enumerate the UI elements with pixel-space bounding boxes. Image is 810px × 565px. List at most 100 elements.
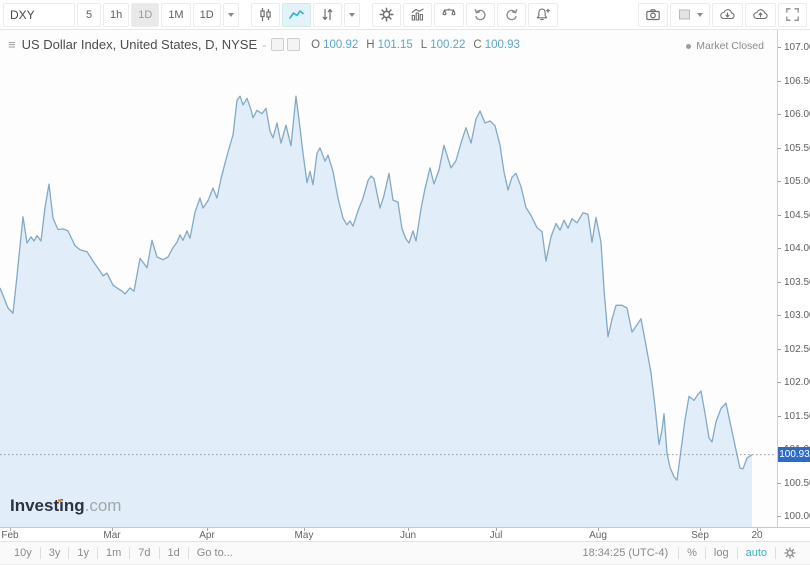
- range-1m-button[interactable]: 1m: [106, 547, 122, 559]
- time-axis-label: Feb: [1, 530, 19, 541]
- status-dot-icon: [686, 43, 692, 49]
- layout-select-button[interactable]: [670, 2, 710, 27]
- low-value: 100.22: [430, 38, 466, 51]
- chevron-down-icon: [348, 12, 355, 17]
- time-axis-tick: [598, 528, 599, 531]
- range-1y-button[interactable]: 1y: [77, 547, 89, 559]
- top-toolbar: DXY 5 1h 1D 1M 1D: [0, 0, 810, 30]
- clock[interactable]: 18:34:25 (UTC-4): [582, 547, 669, 559]
- price-axis-label: 100.00: [778, 511, 810, 522]
- time-axis-label: Sep: [691, 530, 709, 541]
- alert-bell-icon: [536, 8, 550, 21]
- time-axis-tick: [496, 528, 497, 531]
- price-line: [0, 95, 753, 481]
- cloud-download-icon: [720, 9, 735, 20]
- log-scale-button[interactable]: log: [713, 547, 729, 559]
- price-axis-label: 101.50: [778, 411, 810, 422]
- interval-1m[interactable]: 1M: [161, 2, 191, 27]
- scales-icon: [442, 8, 456, 16]
- range-10y-button[interactable]: 10y: [14, 547, 32, 559]
- symbol-button[interactable]: DXY: [3, 2, 75, 27]
- eye-icon[interactable]: [271, 38, 285, 51]
- redo-icon: [506, 8, 518, 21]
- indicators-icon: [411, 8, 424, 21]
- market-status: Market Closed: [686, 40, 764, 52]
- high-label: H: [366, 38, 375, 51]
- investing-logo: Investing.com: [10, 496, 121, 516]
- add-alert-button[interactable]: [527, 2, 558, 27]
- load-chart-button[interactable]: [712, 2, 743, 27]
- bottom-toolbar-right-group: 18:34:25 (UTC-4) % log auto: [573, 547, 804, 559]
- top-toolbar-right-group: [637, 2, 808, 27]
- axis-settings-button[interactable]: [776, 547, 804, 559]
- title-separator: -: [262, 37, 267, 52]
- price-plot[interactable]: [0, 30, 777, 527]
- low-label: L: [420, 38, 428, 51]
- bottom-toolbar: 10y 3y 1y 1m 7d 1d Go to... 18:34:25 (UT…: [0, 541, 810, 564]
- time-axis-label: Jul: [489, 530, 503, 541]
- chevron-down-icon: [697, 12, 703, 17]
- interval-1d-active[interactable]: 1D: [131, 2, 160, 27]
- price-axis-label: 104.50: [778, 210, 810, 221]
- menu-icon[interactable]: ≡: [8, 37, 16, 52]
- time-axis[interactable]: Feb Mar Apr May Jun Jul Aug Sep 20: [0, 527, 810, 541]
- indicators-button[interactable]: [402, 2, 432, 27]
- save-chart-button[interactable]: [745, 2, 776, 27]
- price-axis-label: 104.00: [778, 243, 810, 254]
- price-axis-label: 106.00: [778, 109, 810, 120]
- ohlc-values: O 100.92 H 101.15 L 100.22 C 100.93: [311, 39, 528, 51]
- candlestick-chart-button[interactable]: [250, 2, 280, 27]
- range-3y-button[interactable]: 3y: [48, 547, 61, 559]
- chart-title[interactable]: US Dollar Index, United States, D, NYSE: [21, 37, 258, 52]
- chevron-down-icon: [227, 12, 234, 17]
- time-axis-tick: [112, 528, 113, 531]
- interval-more-button[interactable]: [222, 2, 239, 27]
- open-value: 100.92: [323, 38, 359, 51]
- time-axis-tick: [408, 528, 409, 531]
- settings-button[interactable]: [371, 2, 401, 27]
- market-status-text: Market Closed: [696, 40, 764, 52]
- open-label: O: [311, 38, 321, 51]
- price-axis-label: 107.00: [778, 42, 810, 53]
- high-value: 101.15: [377, 38, 413, 51]
- gear-icon: [379, 7, 394, 22]
- range-1d-button[interactable]: 1d: [167, 547, 180, 559]
- time-axis-tick: [757, 528, 758, 531]
- time-axis-tick: [304, 528, 305, 531]
- percent-scale-button[interactable]: %: [687, 547, 697, 559]
- range-7d-button[interactable]: 7d: [138, 547, 151, 559]
- compare-button[interactable]: [312, 2, 342, 27]
- chart-type-more-button[interactable]: [343, 2, 360, 27]
- time-axis-label: Mar: [103, 530, 121, 541]
- logo-name: Investing: [10, 496, 85, 515]
- templates-button[interactable]: [433, 2, 464, 27]
- redo-button[interactable]: [496, 2, 526, 27]
- undo-button[interactable]: [465, 2, 495, 27]
- close-label: C: [473, 38, 482, 51]
- time-axis-label: 20: [751, 530, 763, 541]
- interval-1d2[interactable]: 1D: [192, 2, 221, 27]
- gear-icon: [784, 547, 796, 559]
- undo-icon: [474, 8, 486, 21]
- more-options-icon[interactable]: [287, 38, 301, 51]
- cloud-upload-icon: [753, 9, 768, 20]
- area-chart-icon: [288, 10, 304, 19]
- goto-button[interactable]: Go to...: [196, 547, 233, 559]
- time-axis-label: Jun: [399, 530, 417, 541]
- close-value: 100.93: [484, 38, 520, 51]
- auto-scale-button[interactable]: auto: [745, 547, 767, 559]
- price-axis-label: 102.00: [778, 377, 810, 388]
- interval-5[interactable]: 5: [77, 2, 101, 27]
- price-axis-label: 105.00: [778, 176, 810, 187]
- interval-1h[interactable]: 1h: [103, 2, 130, 27]
- fullscreen-button[interactable]: [778, 2, 807, 27]
- snapshot-button[interactable]: [638, 2, 668, 27]
- area-chart-button[interactable]: [281, 2, 311, 27]
- price-axis[interactable]: 100.93 107.00 106.50 106.00 105.50 105.00 104…: [777, 30, 810, 527]
- fullscreen-icon: [786, 8, 799, 21]
- time-axis-label: May: [294, 530, 314, 541]
- current-price-tag: 100.93: [778, 447, 810, 462]
- chart-legend: ≡ US Dollar Index, United States, D, NYS…: [8, 37, 528, 52]
- camera-icon: [646, 9, 660, 21]
